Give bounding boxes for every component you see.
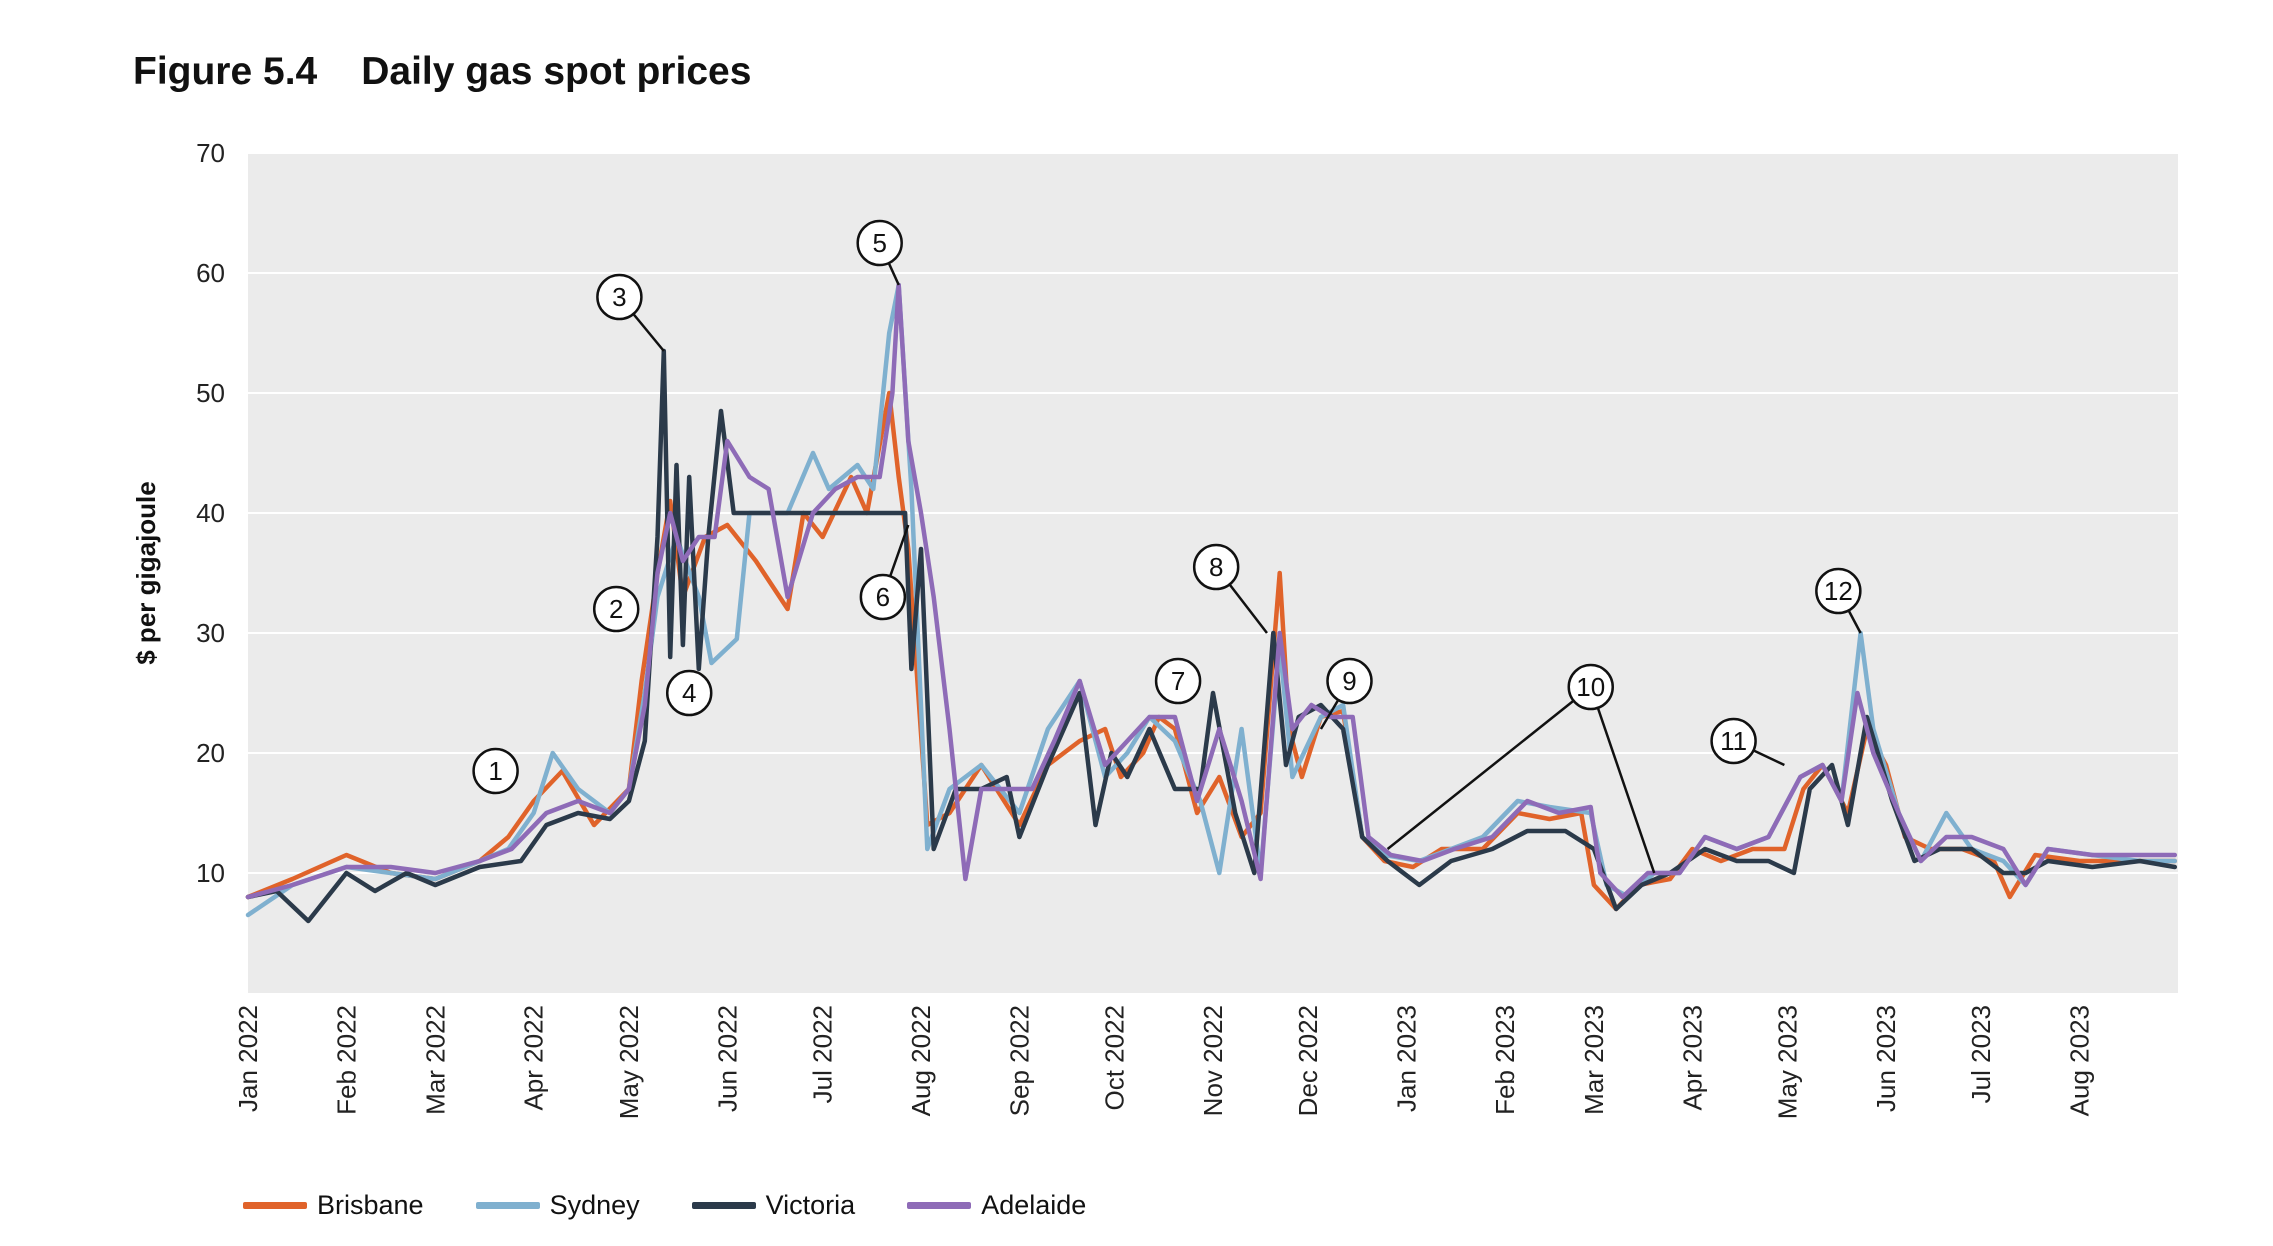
y-tick-label: 40 — [196, 498, 225, 528]
gridlines — [248, 152, 2178, 874]
x-tick-label: Jun 2022 — [712, 1005, 742, 1112]
x-tick-label: Sep 2022 — [1004, 1005, 1034, 1116]
x-tick-label: Jul 2023 — [1966, 1005, 1996, 1103]
x-tick-label: Feb 2023 — [1490, 1005, 1520, 1115]
annotation-label: 12 — [1824, 576, 1853, 606]
annotation-marker — [1192, 543, 1240, 591]
annotation-label: 8 — [1209, 552, 1223, 582]
y-tick-label: 20 — [196, 738, 225, 768]
x-tick-label: Apr 2022 — [519, 1005, 549, 1111]
x-tick-label: Jun 2023 — [1871, 1005, 1901, 1112]
series-line-adelaide — [245, 282, 2178, 900]
annotation-marker — [665, 669, 713, 717]
legend-label: Victoria — [765, 1190, 856, 1220]
x-tick-label: Mar 2023 — [1579, 1005, 1609, 1115]
series-lines — [245, 282, 2178, 924]
annotation-marker — [592, 585, 640, 633]
annotation-marker — [856, 219, 903, 267]
legend-item-sydney: Sydney — [475, 1190, 640, 1221]
legend: Brisbane Sydney Victoria Adelaide — [243, 1190, 1086, 1221]
annotation-label: 11 — [1720, 726, 1747, 756]
annotation-label: 2 — [609, 594, 623, 624]
annotation-marker — [596, 273, 643, 321]
legend-label: Brisbane — [317, 1190, 424, 1220]
legend-label: Sydney — [549, 1190, 640, 1220]
annotation-marker — [859, 573, 907, 621]
annotation-marker — [1710, 717, 1757, 765]
annotation-label: 7 — [1171, 666, 1185, 696]
x-tick-label: May 2023 — [1773, 1005, 1803, 1119]
legend-label: Adelaide — [981, 1190, 1087, 1220]
x-tick-label: Mar 2022 — [420, 1005, 450, 1115]
annotation-marker — [1815, 567, 1862, 615]
x-tick-label: Feb 2022 — [331, 1005, 361, 1115]
annotation-label: 10 — [1576, 672, 1605, 702]
x-tick-label: May 2022 — [614, 1005, 644, 1119]
y-tick-label: 50 — [196, 378, 225, 408]
x-tick-label: Oct 2022 — [1100, 1005, 1130, 1111]
annotation-label: 9 — [1342, 666, 1356, 696]
legend-swatch — [243, 1202, 307, 1209]
y-tick-label: 30 — [196, 618, 225, 648]
figure-title-text: Daily gas spot prices — [361, 50, 752, 93]
annotation-leader — [1589, 686, 1656, 874]
y-tick-label: 70 — [196, 138, 225, 168]
y-tick-label: 10 — [196, 858, 225, 888]
annotation-label: 4 — [682, 678, 696, 708]
x-tick-label: Jul 2022 — [808, 1005, 838, 1103]
legend-item-victoria: Victoria — [691, 1190, 856, 1221]
annotation-leader — [1386, 686, 1592, 850]
legend-item-brisbane: Brisbane — [243, 1190, 424, 1221]
x-tick-label: Jan 2022 — [233, 1005, 263, 1112]
x-tick-label: Aug 2022 — [906, 1005, 936, 1116]
x-tick-label: Nov 2022 — [1198, 1005, 1228, 1116]
x-tick-label: Apr 2023 — [1677, 1005, 1707, 1111]
x-tick-label: Dec 2022 — [1293, 1005, 1323, 1116]
annotation-marker — [472, 747, 519, 795]
figure-title: Figure 5.4 Daily gas spot prices — [133, 50, 751, 94]
annotation-marker — [1154, 657, 1202, 705]
legend-swatch — [475, 1202, 540, 1209]
annotation-label: 3 — [612, 282, 626, 312]
annotation-label: 1 — [488, 756, 502, 786]
x-tick-label: Jan 2023 — [1392, 1005, 1422, 1112]
legend-swatch — [907, 1202, 972, 1209]
y-tick-label: 60 — [196, 258, 225, 288]
legend-item-adelaide: Adelaide — [907, 1190, 1086, 1221]
x-tick-label: Aug 2023 — [2065, 1005, 2095, 1116]
x-axis-ticks: Jan 2022 Feb 2022 Mar 2022 Apr 2022 May 2022… — [233, 1005, 2095, 1119]
y-axis-ticks: 10 20 30 40 50 60 70 — [196, 138, 225, 888]
annotation-label: 5 — [872, 228, 886, 258]
annotation-marker — [1326, 657, 1373, 705]
annotation-label: 6 — [876, 582, 890, 612]
figure-number: Figure 5.4 — [133, 50, 318, 93]
line-chart: 10 20 30 40 50 60 70 $ per gigajoule Jan 2022 F… — [131, 138, 2178, 1119]
annotation-marker — [1567, 663, 1614, 711]
legend-swatch — [691, 1202, 756, 1209]
y-axis-label: $ per gigajoule — [131, 481, 161, 665]
